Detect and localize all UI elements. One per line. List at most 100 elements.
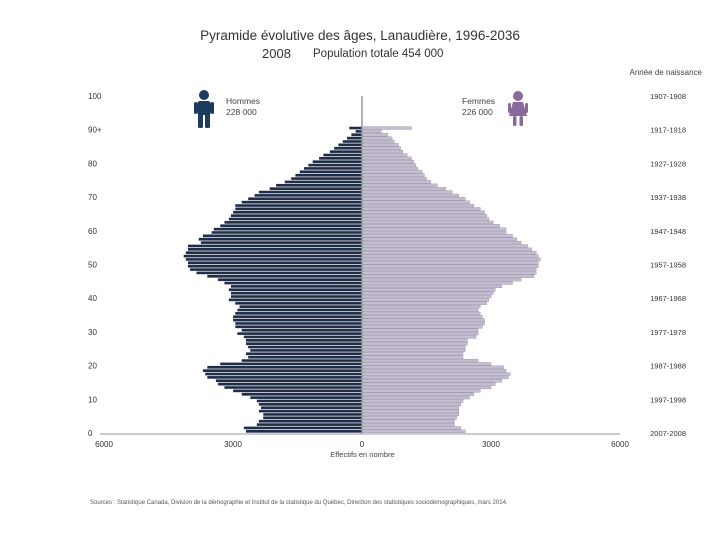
bar-men-age-19 [207,365,363,369]
y-tick-label: 80 [88,159,97,168]
bar-men-age-49 [187,264,363,268]
bar-men-age-54 [187,247,363,251]
bar-women-age-65 [361,210,485,214]
y-tick-label: 30 [88,328,97,337]
bar-women-age-84 [361,146,401,150]
woman-icon [508,91,528,126]
bar-men-age-64 [230,214,363,218]
bar-men-age-52 [183,254,363,258]
bar-men-age-65 [232,210,363,214]
bar-women-age-68 [361,200,470,204]
bar-men-age-37 [239,305,363,309]
bar-men-age-43 [230,284,363,288]
bar-men-age-74 [284,180,363,184]
man-icon [194,90,214,128]
bar-women-age-57 [361,237,517,241]
bar-women-age-9 [361,399,464,403]
bar-women-age-78 [361,166,419,171]
bar-women-age-74 [361,180,431,184]
bar-men-age-50 [187,261,363,265]
bar-women-age-28 [361,335,477,339]
bar-women-age-17 [361,372,511,376]
x-tick-label: 3000 [482,440,500,449]
bar-men-age-22 [247,355,363,359]
bar-men-age-42 [228,288,363,292]
bar-men-age-31 [235,325,363,329]
bar-women-age-39 [361,298,490,302]
bar-men-age-83 [329,150,363,154]
bar-men-age-82 [323,153,363,157]
bar-men-age-16 [207,375,363,379]
chart-title: Pyramide évolutive des âges, Lanaudière,… [200,28,520,43]
bar-women-age-49 [361,264,539,268]
chart-year: 2008 [262,46,291,61]
bar-men-age-89 [355,129,363,133]
x-tick-label: 6000 [611,440,629,449]
bar-women-age-36 [361,308,479,312]
bar-women-age-3 [361,419,455,423]
bar-men-age-21 [241,359,363,363]
bar-men-age-44 [224,281,363,285]
bar-women-age-72 [361,187,447,191]
bar-men-age-39 [228,298,363,302]
bar-men-age-47 [196,271,363,275]
bar-men-age-58 [202,234,363,238]
bar-men-age-8 [258,402,363,406]
bar-women-age-85 [361,143,399,147]
bar-women-age-11 [361,392,474,396]
bar-men-age-73 [275,183,363,187]
bar-men-age-34 [232,315,363,319]
bar-men-age-41 [230,291,363,295]
bar-women-age-6 [361,409,459,413]
y-tick-label: 50 [88,261,97,270]
bar-women-age-43 [361,284,502,289]
bar-men-age-6 [258,409,363,413]
bar-women-age-29 [361,331,479,336]
birth-year-label: 1957-1958 [650,261,686,270]
bar-men-age-35 [235,311,363,315]
bar-men-age-79 [308,163,363,167]
bar-women-age-61 [361,224,500,228]
bar-women-age-8 [361,402,462,406]
bar-men-age-71 [258,190,363,194]
bar-women-age-76 [361,173,425,177]
bar-men-age-20 [220,362,363,366]
bar-women-age-82 [361,153,408,157]
bar-women-age-73 [361,183,438,187]
bar-men-age-2 [256,423,363,427]
bar-women-age-40 [361,294,492,299]
bar-men-age-30 [241,328,363,332]
bar-men-age-63 [228,217,363,221]
bar-women-age-10 [361,396,470,400]
bar-women-age-14 [361,382,496,386]
y-tick-label: 60 [88,227,97,236]
bar-women-age-0 [361,429,466,433]
bar-women-age-79 [361,163,416,167]
bar-men-age-23 [245,352,363,356]
y-tick-label: 90+ [88,126,102,135]
bar-men-age-75 [290,177,363,181]
bar-men-age-17 [204,372,363,376]
bar-women-age-12 [361,389,481,393]
birth-year-header: Année de naissance [629,68,703,77]
bar-women-age-20 [361,362,492,366]
bar-women-age-2 [361,422,455,427]
bar-women-age-25 [361,345,466,349]
bar-men-age-51 [185,257,363,261]
bar-women-age-75 [361,176,427,181]
bar-women-age-1 [361,426,462,430]
bar-men-age-77 [299,170,363,174]
bar-women-age-77 [361,170,423,174]
bar-men-age-69 [247,197,363,201]
bar-men-age-66 [235,207,363,211]
bar-men-age-78 [303,166,363,170]
bar-men-age-24 [250,348,363,352]
birth-year-label: 1907-1908 [650,92,686,101]
bar-men-age-87 [346,136,363,140]
bar-women-age-35 [361,311,481,315]
bar-men-age-84 [333,146,363,150]
birth-year-label: 2007-2008 [650,429,686,438]
bar-men-age-15 [215,379,363,383]
bar-women-age-63 [361,217,490,221]
bar-men-age-40 [230,294,363,299]
